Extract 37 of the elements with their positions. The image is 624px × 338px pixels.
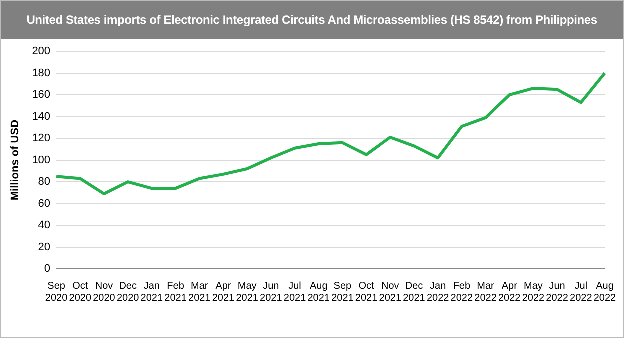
y-tick-label: 40 [38,220,51,232]
x-tick-label: Jan 2022 [426,280,450,304]
y-axis-title: Millions of USD [10,120,22,201]
x-tick-label: Apr 2022 [498,280,522,304]
x-tick-label: Jan 2021 [140,280,164,304]
x-tick-label: May 2021 [236,280,259,304]
x-tick-label: Apr 2021 [212,280,236,304]
x-tick-label: Feb 2021 [164,280,188,304]
y-tick-label: 200 [32,46,51,58]
x-tick-label: Dec 2020 [116,280,140,304]
y-tick-label: 0 [44,263,51,276]
x-tick-label: Nov 2020 [93,280,116,304]
x-tick-label: Jul 2021 [284,280,307,304]
y-tick-label: 20 [38,241,51,254]
y-tick-label: 100 [32,154,51,166]
x-tick-label: Aug 2021 [308,280,330,304]
x-tick-label: Feb 2022 [450,280,474,304]
chart-title: United States imports of Electronic Integrated Circuits And Microassemblies (HS 8542) from Philippines [1,1,623,39]
x-tick-label: Mar 2021 [188,280,212,304]
y-tick-label: 60 [38,198,51,210]
y-tick-label: 140 [32,110,51,123]
y-tick-label: 120 [32,132,51,145]
x-tick-label: Sep 2020 [45,280,68,304]
x-tick-label: May 2022 [522,280,546,304]
x-tick-label: Nov 2021 [379,280,402,304]
y-tick-label: 80 [38,176,51,188]
x-tick-label: Oct 2021 [355,280,378,304]
x-tick-label: Jul 2022 [570,280,593,304]
x-tick-label: Jun 2021 [260,280,283,304]
x-tick-label: Oct 2020 [69,280,92,304]
x-tick-label: Aug 2022 [594,280,617,304]
y-tick-label: 180 [32,67,51,80]
x-tick-label: Sep 2021 [332,280,354,304]
x-tick-label: Mar 2022 [474,280,498,304]
y-tick-label: 160 [32,89,51,102]
x-tick-label: Dec 2021 [403,280,426,304]
x-tick-label: Jun 2022 [546,280,569,304]
